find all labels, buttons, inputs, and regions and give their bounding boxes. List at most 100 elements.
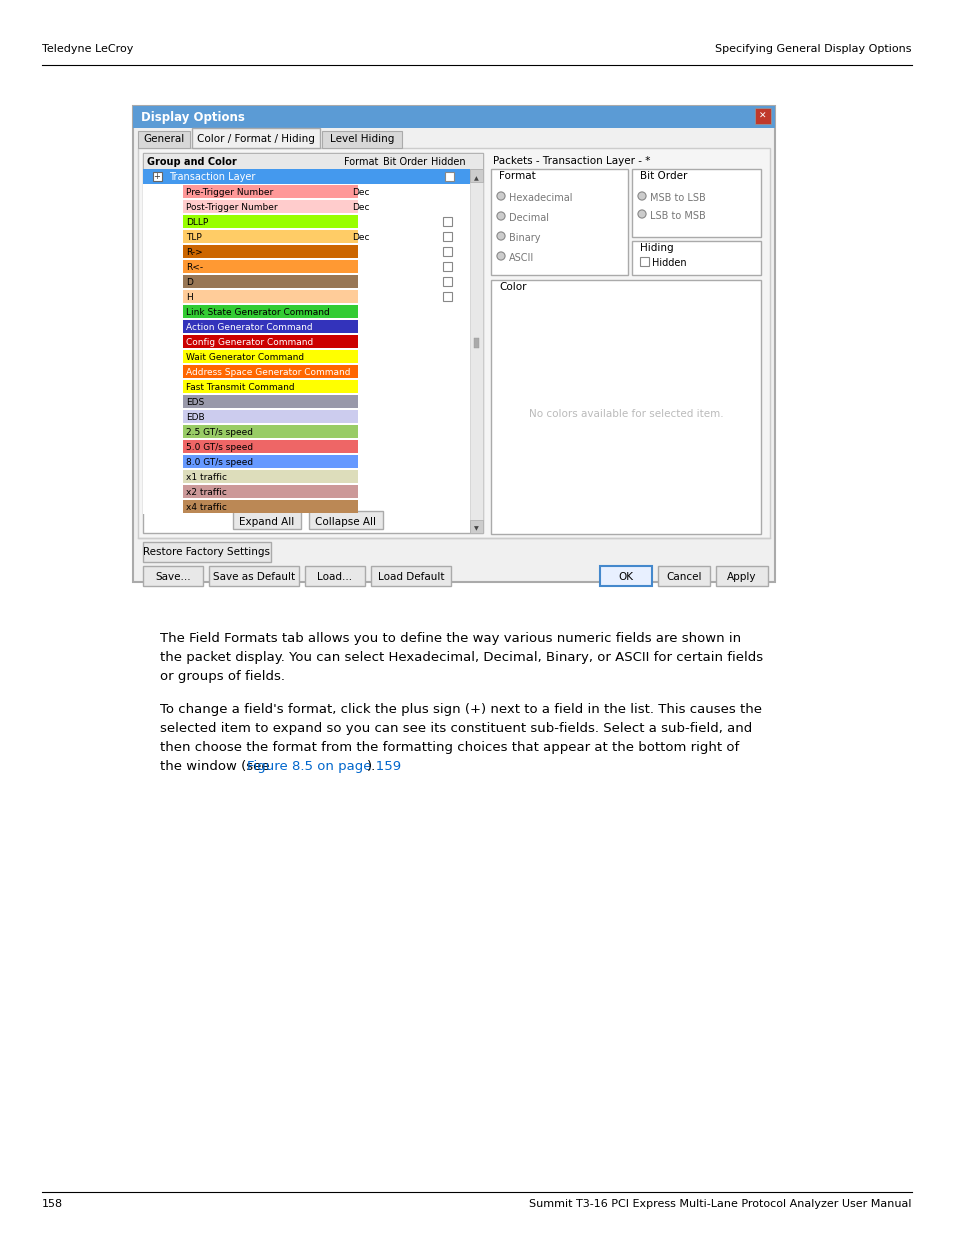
Bar	[152, 172, 162, 182]
Bar	[143, 409, 470, 424]
Text: the window (see: the window (see	[160, 760, 274, 773]
Bar	[143, 245, 470, 259]
Bar	[639, 257, 648, 266]
Circle shape	[638, 210, 645, 219]
Text: MSB to LSB: MSB to LSB	[649, 193, 705, 203]
Bar	[183, 185, 357, 198]
Bar	[444, 172, 454, 182]
Text: Binary: Binary	[509, 233, 540, 243]
Circle shape	[638, 191, 645, 200]
Text: Bit Order: Bit Order	[382, 157, 427, 167]
Bar	[143, 169, 470, 184]
Bar	[143, 469, 470, 484]
Bar	[143, 304, 470, 319]
Bar	[183, 245, 357, 258]
Bar	[442, 247, 452, 256]
Text: Cancel: Cancel	[665, 572, 701, 582]
Bar	[143, 319, 470, 333]
Circle shape	[497, 191, 504, 200]
Bar	[143, 199, 470, 214]
Bar	[143, 333, 470, 350]
Text: Packets - Transaction Layer - *: Packets - Transaction Layer - *	[493, 156, 650, 165]
Text: Teledyne LeCroy: Teledyne LeCroy	[42, 44, 133, 54]
Text: Pre-Trigger Number: Pre-Trigger Number	[186, 188, 273, 198]
Text: Format: Format	[343, 157, 377, 167]
Text: Post-Trigger Number: Post-Trigger Number	[186, 203, 277, 212]
Text: ).: ).	[367, 760, 375, 773]
Bar	[209, 566, 298, 585]
Bar	[143, 499, 470, 514]
Bar	[491, 280, 760, 534]
Bar	[183, 366, 357, 378]
Circle shape	[497, 212, 504, 220]
Bar	[183, 290, 357, 303]
Bar	[143, 289, 470, 304]
Text: Action Generator Command: Action Generator Command	[186, 324, 313, 332]
Bar	[143, 454, 470, 469]
Bar	[183, 454, 357, 468]
Text: x1 traffic: x1 traffic	[186, 473, 227, 482]
Bar	[183, 471, 357, 483]
Bar	[183, 335, 357, 348]
Text: 158: 158	[42, 1199, 63, 1209]
Bar	[192, 128, 319, 148]
Text: Color / Format / Hiding: Color / Format / Hiding	[197, 135, 314, 144]
Text: Dec: Dec	[352, 233, 370, 242]
Bar	[470, 520, 482, 534]
Text: Specifying General Display Options: Specifying General Display Options	[715, 44, 911, 54]
Text: 8.0 GT/s speed: 8.0 GT/s speed	[186, 458, 253, 467]
Text: Transaction Layer: Transaction Layer	[169, 172, 255, 182]
Bar	[143, 184, 470, 199]
Bar	[143, 214, 470, 228]
Text: +: +	[153, 172, 160, 182]
Bar	[143, 566, 203, 585]
Text: The Field Formats tab allows you to define the way various numeric fields are sh: The Field Formats tab allows you to defi…	[160, 632, 740, 645]
Text: TLP: TLP	[186, 233, 201, 242]
Bar	[183, 320, 357, 333]
Text: No colors available for selected item.: No colors available for selected item.	[528, 409, 722, 419]
Bar	[658, 566, 709, 585]
Bar	[754, 107, 770, 124]
Text: Config Generator Command: Config Generator Command	[186, 338, 313, 347]
Bar	[183, 230, 357, 243]
Text: selected item to expand so you can see its constituent sub-fields. Select a sub-: selected item to expand so you can see i…	[160, 722, 752, 735]
Bar	[442, 217, 452, 226]
Text: DLLP: DLLP	[186, 219, 208, 227]
Circle shape	[497, 252, 504, 261]
Text: Link State Generator Command: Link State Generator Command	[186, 308, 330, 317]
Text: Bit Order: Bit Order	[639, 170, 687, 182]
Bar	[183, 200, 357, 212]
Text: D: D	[186, 278, 193, 287]
Bar	[183, 350, 357, 363]
Text: ✕: ✕	[759, 112, 766, 121]
Text: Summit T3-16 PCI Express Multi-Lane Protocol Analyzer User Manual: Summit T3-16 PCI Express Multi-Lane Prot…	[529, 1199, 911, 1209]
Text: R->: R->	[186, 248, 203, 257]
Text: 5.0 GT/s speed: 5.0 GT/s speed	[186, 443, 253, 452]
Text: Collapse All: Collapse All	[315, 517, 376, 527]
Bar	[474, 338, 478, 348]
Text: To change a field's format, click the plus sign (+) next to a field in the list.: To change a field's format, click the pl…	[160, 703, 761, 716]
Text: Figure 8.5 on page 159: Figure 8.5 on page 159	[247, 760, 401, 773]
Text: or groups of fields.: or groups of fields.	[160, 671, 285, 683]
Text: the packet display. You can select Hexadecimal, Decimal, Binary, or ASCII for ce: the packet display. You can select Hexad…	[160, 651, 762, 664]
Text: ▲: ▲	[473, 177, 477, 182]
Bar	[322, 131, 401, 148]
Text: EDS: EDS	[186, 398, 204, 408]
Bar	[143, 379, 470, 394]
Bar	[138, 148, 769, 538]
Bar	[143, 274, 470, 289]
Bar	[143, 424, 470, 438]
Bar	[143, 350, 470, 364]
Bar	[442, 262, 452, 270]
Bar	[183, 410, 357, 424]
Bar	[491, 169, 627, 275]
Text: ▼: ▼	[473, 526, 477, 531]
Bar	[183, 305, 357, 317]
Text: H: H	[186, 293, 193, 303]
Bar	[143, 484, 470, 499]
Bar	[442, 291, 452, 301]
Bar	[132, 106, 774, 128]
Text: x2 traffic: x2 traffic	[186, 488, 227, 496]
Bar	[143, 259, 470, 274]
Bar	[183, 500, 357, 513]
